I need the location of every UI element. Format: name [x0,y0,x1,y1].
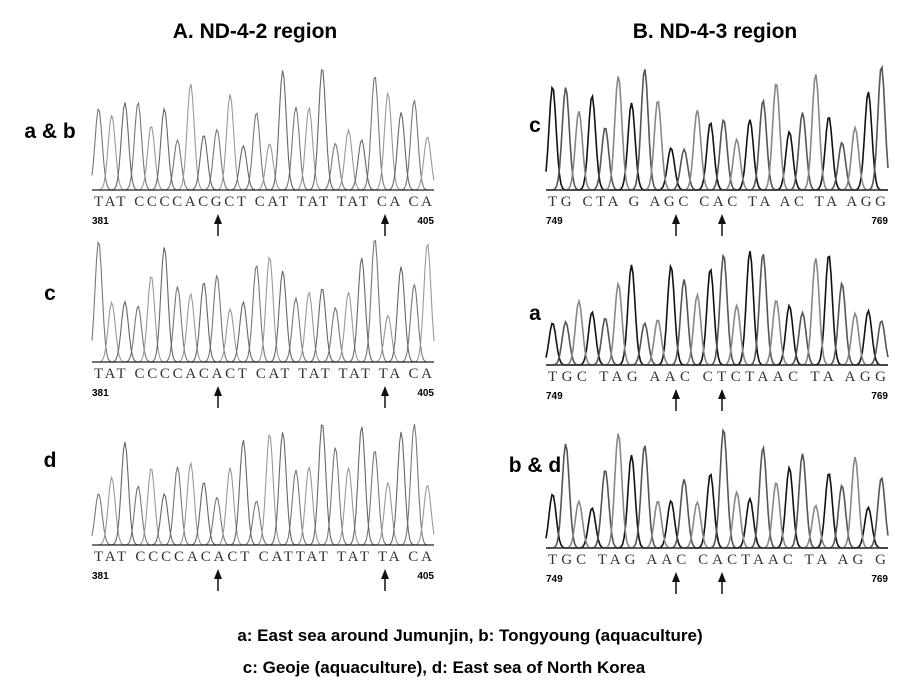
chromatogram-trace [546,67,888,190]
position-start: 749 [546,391,563,402]
arrow-head [381,386,389,396]
position-end: 769 [871,391,888,402]
arrow-head [381,214,389,224]
arrow-head [718,572,726,582]
chromatogram-trace [92,78,434,191]
row-label: a [529,302,541,325]
row-label: b & d [509,454,562,477]
position-end: 405 [417,216,434,227]
arrow-head [214,214,222,224]
arrow-head [672,389,680,399]
panel-title: A. ND-4-2 region [173,20,338,43]
position-start: 381 [92,388,109,399]
arrow-head [381,569,389,579]
legend-line: a: East sea around Jumunjin, b: Tongyoun… [237,626,702,645]
row-label: d [44,449,57,472]
arrow-head [718,214,726,224]
row-label: a & b [24,120,75,143]
arrow-head [214,569,222,579]
sequence: TAT CCCCACACT CAT TAT TAT TA CA [94,366,432,382]
arrow-head [672,214,680,224]
position-start: 749 [546,216,563,227]
sequence: TGC TAG AAC CACTAAC TA AG G [548,552,886,568]
row-label: c [529,114,541,137]
figure: A. ND-4-2 region B. ND-4-3 region a: Eas… [0,0,898,682]
position-start: 749 [546,574,563,585]
position-end: 405 [417,571,434,582]
row-label: c [44,282,56,305]
sequence: TGC TAG AAC CTCTAAC TA AGG [548,369,886,385]
sequence: TAT CCCCACGCT CAT TAT TAT CA CA [94,194,432,210]
position-start: 381 [92,571,109,582]
position-end: 405 [417,388,434,399]
chromatogram-trace [546,455,888,548]
arrow-head [672,572,680,582]
legend-line: c: Geoje (aquaculture), d: East sea of N… [243,658,646,677]
arrow-head [718,389,726,399]
arrow-head [214,386,222,396]
position-start: 381 [92,216,109,227]
position-end: 769 [871,574,888,585]
panel-title: B. ND-4-3 region [633,20,798,43]
position-end: 769 [871,216,888,227]
sequence: TAT CCCCACACT CATTAT TAT TA CA [94,549,432,565]
sequence: TG CTA G AGC CAC TA AC TA AGG [548,194,886,210]
